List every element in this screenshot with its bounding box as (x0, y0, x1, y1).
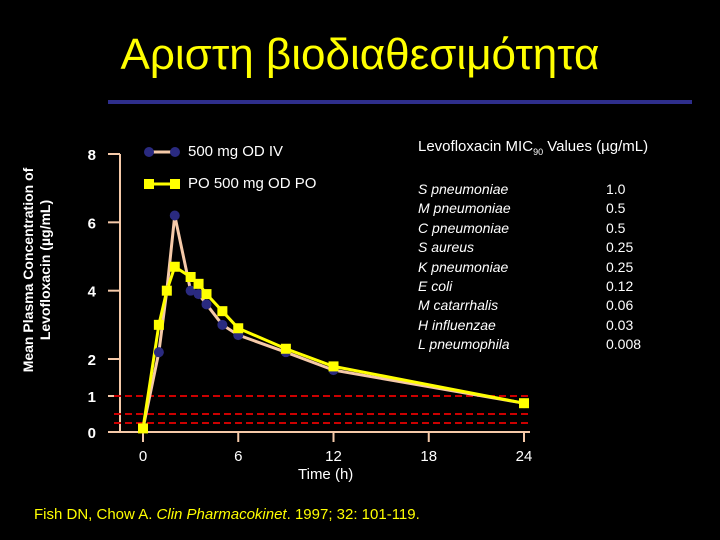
series-point-po (138, 423, 148, 434)
legend-label-po: PO 500 mg OD PO (188, 175, 317, 192)
mic-value: 0.5 (606, 200, 626, 217)
y-tick-label: 0 (88, 425, 96, 442)
series-point-po (233, 323, 244, 334)
mic-value: 0.25 (606, 239, 634, 256)
mic-value: 1.0 (606, 181, 626, 197)
mic-value: 0.12 (606, 277, 634, 294)
mic-value: 0.06 (606, 297, 634, 314)
series-point-iv (193, 289, 204, 300)
series-point-iv (153, 347, 164, 358)
mic-value: 0.008 (606, 336, 642, 353)
x-tick-label: 0 (139, 448, 147, 465)
x-tick-label: 18 (420, 448, 437, 465)
mic-organism: E coli (418, 277, 453, 294)
series-point-po (193, 278, 204, 289)
mic-organism: S aureus (418, 239, 475, 256)
series-point-po (185, 272, 196, 282)
y-tick-label: 6 (88, 215, 96, 232)
series-point-po (161, 285, 172, 296)
series-point-po (328, 361, 339, 372)
series-line-po (141, 264, 525, 429)
series-point-iv (169, 210, 180, 221)
mic-value: 0.03 (606, 316, 634, 333)
legend-marker-iv (144, 147, 154, 157)
series-point-po (280, 343, 291, 354)
legend-label-iv: 500 mg OD IV (188, 143, 284, 160)
series-point-po (201, 289, 212, 300)
slide-title: Αριστη βιοδιαθεσιμότητα (120, 30, 600, 79)
mic-reference-lines (114, 395, 530, 424)
series-point-iv (201, 299, 212, 310)
series-point-po (169, 261, 180, 272)
series-point-po (519, 398, 529, 409)
citation-journal: Clin Pharmacokinet (156, 506, 287, 523)
mic-value: 0.5 (606, 219, 626, 236)
chart-legend (144, 147, 180, 189)
legend-marker-po (170, 179, 180, 189)
mic-organism: M catarrhalis (418, 297, 499, 314)
mic-organism: K pneumoniae (418, 258, 509, 275)
x-tick-label: 24 (516, 448, 533, 465)
citation-authors: Fish DN, Chow A. (34, 506, 157, 523)
y-tick-label: 2 (88, 352, 96, 369)
mic-organism: S pneumoniae (418, 181, 509, 197)
mic-value: 0.25 (606, 258, 634, 275)
mic-table-title: Levofloxacin MIC90 Values (µg/mL) (418, 138, 648, 157)
series-point-po (217, 306, 228, 317)
series-point-po (153, 319, 164, 330)
x-tick-label: 12 (325, 448, 342, 465)
series-point-iv (217, 319, 228, 330)
mic-organism: C pneumoniae (418, 219, 510, 236)
y-axis-label: Mean Plasma Concentration of Levofloxaci… (20, 167, 53, 373)
series-point-iv (185, 285, 196, 296)
y-tick-label: 1 (88, 389, 96, 406)
mic-organism: L pneumophila (418, 336, 510, 353)
mic-organism: M pneumoniae (418, 200, 511, 217)
citation: Fish DN, Chow A. Clin Pharmacokinet. 199… (34, 506, 420, 523)
citation-details: . 1997; 32: 101-119. (286, 506, 420, 523)
mic-organism: H influenzae (418, 316, 496, 333)
chart-series (138, 210, 529, 434)
mic-title-subscript: 90 (533, 147, 544, 157)
x-tick-label: 6 (234, 448, 242, 465)
y-tick-label: 8 (88, 147, 96, 164)
legend-marker-po (144, 179, 154, 189)
mic-title-tail: Values (µg/mL) (543, 138, 649, 155)
mic-title-main: Levofloxacin MIC (418, 138, 534, 155)
y-tick-label: 4 (88, 284, 97, 301)
legend-marker-iv (170, 147, 180, 157)
title-divider (108, 100, 692, 104)
x-axis-label: Time (h) (298, 466, 354, 483)
